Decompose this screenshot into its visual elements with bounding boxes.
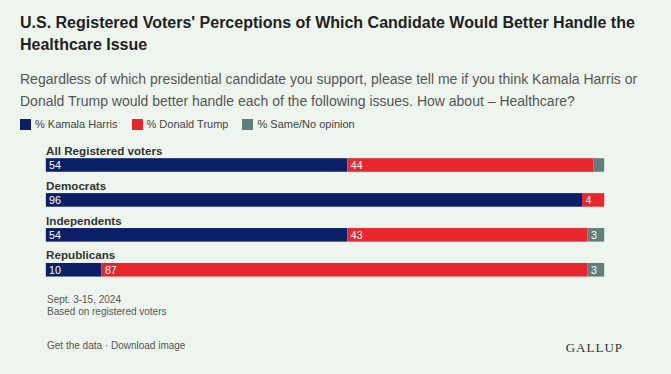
svg-text:44: 44	[351, 159, 363, 171]
html-text:% Donald Trump: % Donald Trump	[146, 118, 229, 130]
html-text:Regardless of which presidenti: Regardless of which presidential candida…	[20, 71, 638, 109]
svg-text:3: 3	[591, 229, 597, 241]
svg-text:3: 3	[591, 264, 597, 276]
svg-text:Republicans: Republicans	[46, 248, 115, 261]
html-text:Based on registered voters: Based on registered voters	[47, 306, 167, 317]
html-text:Sept. 3-15, 2024: Sept. 3-15, 2024	[47, 294, 121, 305]
svg-text:Independents: Independents	[46, 213, 122, 226]
svg-text:87: 87	[105, 264, 117, 276]
svg-text:96: 96	[49, 194, 61, 206]
svg-text:43: 43	[351, 229, 363, 241]
html-text:Get the data · Download image: Get the data · Download image	[47, 340, 186, 351]
svg-text:Democrats: Democrats	[46, 179, 106, 192]
svg-text:10: 10	[49, 264, 61, 276]
svg-text:4: 4	[585, 194, 591, 206]
html-text:% Kamala Harris: % Kamala Harris	[35, 118, 118, 130]
html-text:U.S. Registered Voters' Percep: U.S. Registered Voters' Perceptions of W…	[20, 14, 635, 53]
svg-text:All Registered voters: All Registered voters	[46, 144, 162, 157]
html-text:GALLUP: GALLUP	[565, 340, 623, 355]
svg-text:54: 54	[49, 159, 61, 171]
html-text:% Same/No opinion: % Same/No opinion	[257, 118, 355, 130]
svg-text:54: 54	[49, 229, 61, 241]
